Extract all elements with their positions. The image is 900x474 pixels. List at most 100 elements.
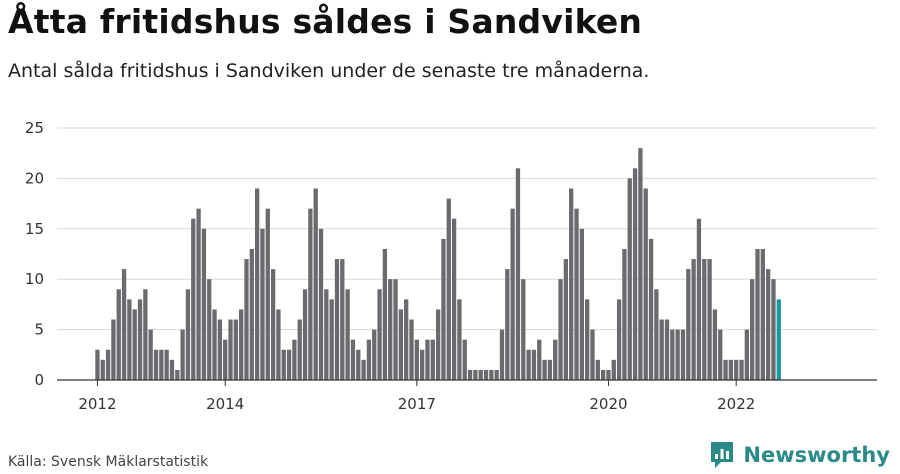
bar	[260, 228, 265, 380]
bar	[244, 259, 249, 380]
bar	[574, 208, 579, 380]
bar	[648, 238, 654, 380]
bar	[531, 349, 537, 380]
bar	[553, 339, 558, 380]
bar	[116, 289, 121, 380]
bar	[462, 339, 467, 380]
bar	[393, 279, 398, 380]
bar	[361, 359, 366, 380]
bar	[537, 339, 542, 380]
page-subtitle: Antal sålda fritidshus i Sandviken under…	[8, 60, 650, 82]
bar	[627, 178, 632, 380]
y-tick-label: 15	[25, 220, 44, 238]
x-tick-label: 2022	[717, 395, 755, 413]
bar	[494, 369, 499, 380]
bar	[175, 369, 180, 380]
bar	[691, 259, 696, 380]
x-tick-label: 2012	[78, 395, 116, 413]
bar	[148, 329, 153, 380]
x-tick-label: 2017	[398, 395, 436, 413]
x-tick-label: 2014	[206, 395, 244, 413]
bar	[302, 289, 308, 380]
bar	[489, 369, 494, 380]
bar	[324, 289, 329, 380]
bar	[318, 228, 324, 380]
brand-name: Newsworthy	[743, 443, 890, 467]
bar	[308, 208, 313, 380]
bar	[712, 309, 718, 380]
bar	[207, 279, 212, 380]
bar	[579, 228, 584, 380]
bar	[569, 188, 574, 380]
bar	[675, 329, 680, 380]
bar	[292, 339, 297, 380]
bar	[366, 339, 372, 380]
bar	[718, 329, 723, 380]
bar	[372, 329, 377, 380]
bar	[659, 319, 664, 380]
bar	[510, 208, 515, 380]
bar	[702, 259, 707, 380]
bar	[441, 238, 446, 380]
bar	[595, 359, 600, 380]
newsworthy-logo-icon	[711, 442, 734, 468]
bar	[185, 289, 191, 380]
bar	[164, 349, 169, 380]
bar	[696, 218, 702, 380]
bar-highlight	[776, 299, 781, 380]
bar	[585, 299, 590, 380]
bar	[239, 309, 244, 380]
bar	[521, 279, 526, 380]
bar	[505, 269, 510, 380]
bar	[707, 259, 712, 380]
bar	[265, 208, 270, 380]
bar	[446, 198, 451, 380]
bar	[478, 369, 483, 380]
bar	[457, 299, 462, 380]
bar	[276, 309, 281, 380]
bar	[212, 309, 217, 380]
bar	[132, 309, 137, 380]
bar	[281, 349, 286, 380]
bar	[680, 329, 686, 380]
bar	[760, 248, 765, 380]
bar	[467, 369, 473, 380]
bar	[180, 329, 185, 380]
bar	[286, 349, 292, 380]
bar	[632, 168, 638, 380]
bar	[105, 349, 111, 380]
bar	[515, 168, 521, 380]
bar	[499, 329, 505, 380]
bar	[196, 208, 201, 380]
bar	[334, 259, 340, 380]
bar	[100, 359, 105, 380]
bar	[350, 339, 356, 380]
bar	[611, 359, 616, 380]
bar	[420, 349, 425, 380]
bar	[590, 329, 595, 380]
bar	[430, 339, 435, 380]
y-tick-label: 0	[34, 371, 44, 389]
bar	[435, 309, 441, 380]
bar	[398, 309, 404, 380]
y-tick-label: 25	[25, 119, 44, 137]
bar	[121, 269, 127, 380]
bar	[606, 369, 611, 380]
bar	[233, 319, 238, 380]
bar	[297, 319, 302, 380]
bar	[191, 218, 196, 380]
bar	[734, 359, 739, 380]
bar	[670, 329, 675, 380]
x-tick-label: 2020	[589, 395, 627, 413]
bar	[270, 269, 276, 380]
page-title: Åtta fritidshus såldes i Sandviken	[8, 2, 643, 41]
bar-chart: 0 5 10 15 20 25 2012 2014 2017 2020 2022 8	[25, 110, 877, 413]
bar	[153, 349, 159, 380]
brand-logo: Newsworthy	[709, 440, 890, 470]
bar	[771, 279, 776, 380]
source-note: Källa: Svensk Mäklarstatistik	[8, 454, 209, 470]
bar	[95, 349, 100, 380]
bar	[451, 218, 457, 380]
bar	[127, 299, 132, 380]
bar	[254, 188, 260, 380]
